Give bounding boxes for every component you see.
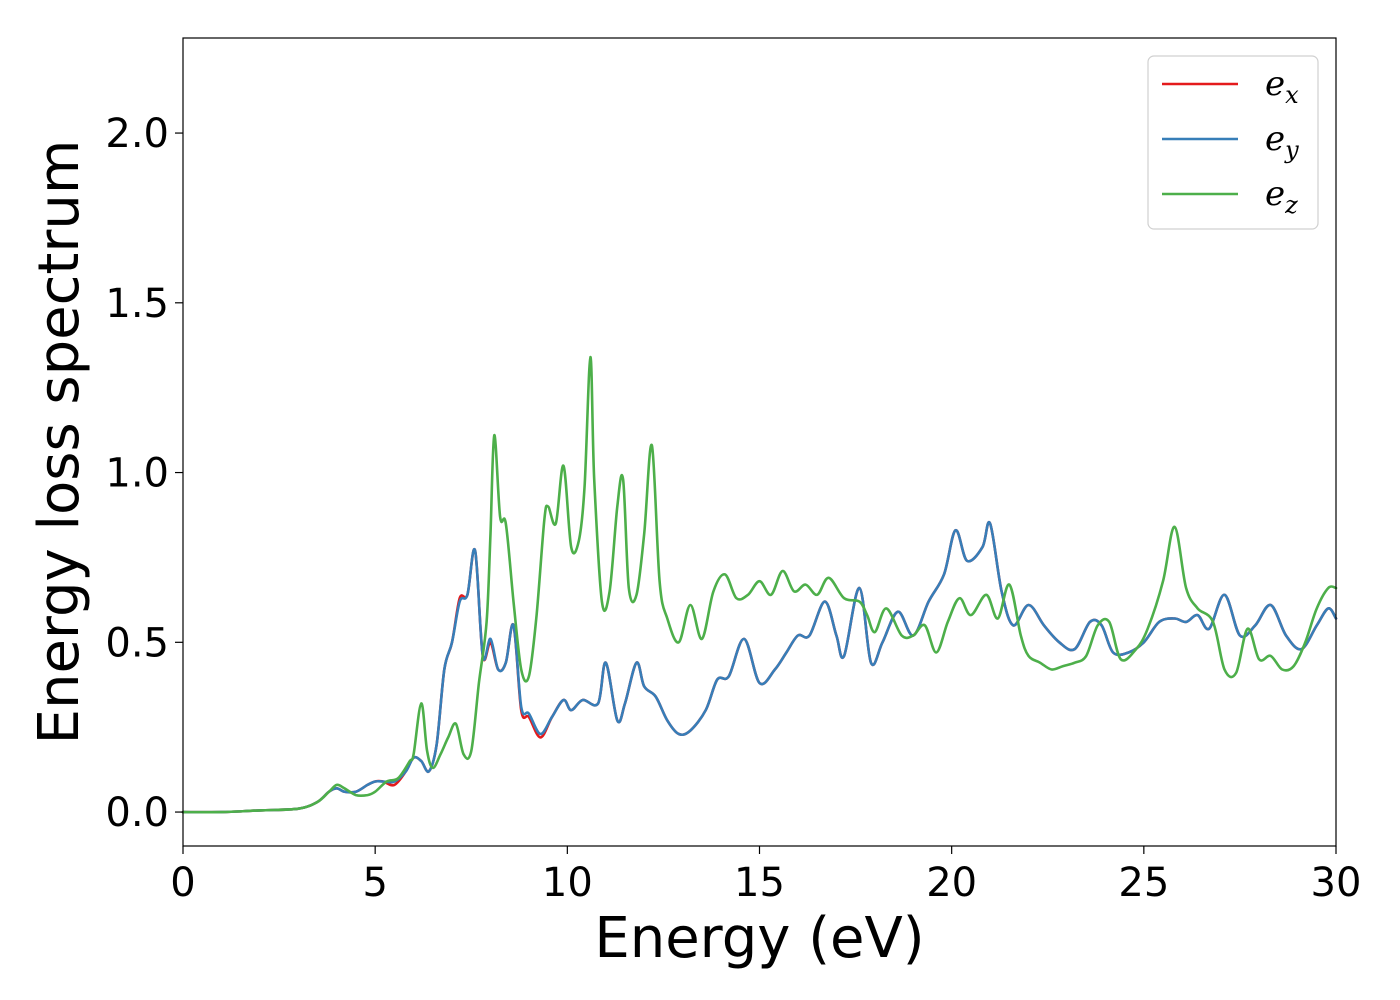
- x-tick-label: 5: [362, 860, 387, 906]
- x-axis-label: Energy (eV): [594, 906, 924, 971]
- x-tick-label: 30: [1311, 860, 1362, 906]
- series-line-z: [181, 355, 1338, 814]
- y-axis-label: Energy loss spectrum: [27, 140, 92, 745]
- x-tick-label: 25: [1118, 860, 1169, 906]
- series-layer: [181, 355, 1338, 814]
- legend: ex ey ez: [1147, 55, 1319, 230]
- y-tick-label: 2.0: [105, 111, 169, 157]
- y-tick-label: 1.0: [105, 451, 169, 497]
- y-axis-ticks: 0.0 0.5 1.0 1.5 2.0: [105, 111, 183, 836]
- series-line-y: [181, 520, 1338, 814]
- x-tick-label: 0: [170, 860, 195, 906]
- legend-items: ex ey ez: [1162, 64, 1299, 219]
- x-tick-label: 10: [542, 860, 593, 906]
- x-tick-label: 20: [926, 860, 977, 906]
- legend-box: [1147, 55, 1319, 230]
- legend-label-z: ez: [1265, 174, 1298, 219]
- y-tick-label: 1.5: [105, 281, 169, 327]
- x-axis-ticks: 0 5 10 15 20 25 30: [170, 846, 1361, 906]
- legend-label-y: ey: [1265, 119, 1299, 164]
- legend-label-x: ex: [1265, 64, 1299, 109]
- y-tick-label: 0.5: [105, 620, 169, 666]
- x-tick-label: 15: [734, 860, 785, 906]
- y-tick-label: 0.0: [105, 790, 169, 836]
